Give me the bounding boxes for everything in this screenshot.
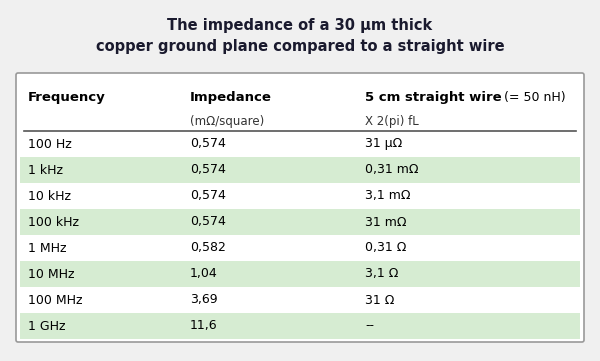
Text: 100 MHz: 100 MHz	[28, 293, 83, 306]
Text: 31 μΩ: 31 μΩ	[365, 138, 402, 151]
Text: Impedance: Impedance	[190, 91, 272, 104]
Text: 0,574: 0,574	[190, 216, 226, 229]
Text: 31 Ω: 31 Ω	[365, 293, 394, 306]
Text: 11,6: 11,6	[190, 319, 218, 332]
Text: 100 kHz: 100 kHz	[28, 216, 79, 229]
Text: 1 kHz: 1 kHz	[28, 164, 63, 177]
Text: 1 MHz: 1 MHz	[28, 242, 67, 255]
FancyBboxPatch shape	[16, 73, 584, 342]
Text: 0,31 mΩ: 0,31 mΩ	[365, 164, 419, 177]
Text: 0,582: 0,582	[190, 242, 226, 255]
Bar	[20, 131, 580, 157]
Text: The impedance of a 30 μm thick
copper ground plane compared to a straight wire: The impedance of a 30 μm thick copper gr…	[95, 18, 505, 54]
Bar	[20, 235, 580, 261]
Text: 0,574: 0,574	[190, 164, 226, 177]
Text: X 2(pi) fL: X 2(pi) fL	[365, 114, 419, 127]
Text: 0,574: 0,574	[190, 138, 226, 151]
Bar	[20, 183, 580, 209]
Text: Frequency: Frequency	[28, 91, 106, 104]
Text: 5 cm straight wire: 5 cm straight wire	[365, 91, 502, 104]
Text: (= 50 nH): (= 50 nH)	[500, 91, 566, 104]
Bar	[20, 261, 580, 287]
Text: --: --	[365, 319, 374, 332]
Text: 1,04: 1,04	[190, 268, 218, 280]
Text: 10 kHz: 10 kHz	[28, 190, 71, 203]
Text: 10 MHz: 10 MHz	[28, 268, 74, 280]
Bar	[20, 209, 580, 235]
Text: 0,574: 0,574	[190, 190, 226, 203]
Bar	[20, 287, 580, 313]
Text: 3,1 mΩ: 3,1 mΩ	[365, 190, 410, 203]
Bar	[20, 157, 580, 183]
Text: (mΩ/square): (mΩ/square)	[190, 114, 264, 127]
Text: 1 GHz: 1 GHz	[28, 319, 65, 332]
Text: 100 Hz: 100 Hz	[28, 138, 72, 151]
Text: 31 mΩ: 31 mΩ	[365, 216, 407, 229]
Bar	[20, 313, 580, 339]
Text: 0,31 Ω: 0,31 Ω	[365, 242, 406, 255]
Text: 3,69: 3,69	[190, 293, 218, 306]
Text: 3,1 Ω: 3,1 Ω	[365, 268, 398, 280]
